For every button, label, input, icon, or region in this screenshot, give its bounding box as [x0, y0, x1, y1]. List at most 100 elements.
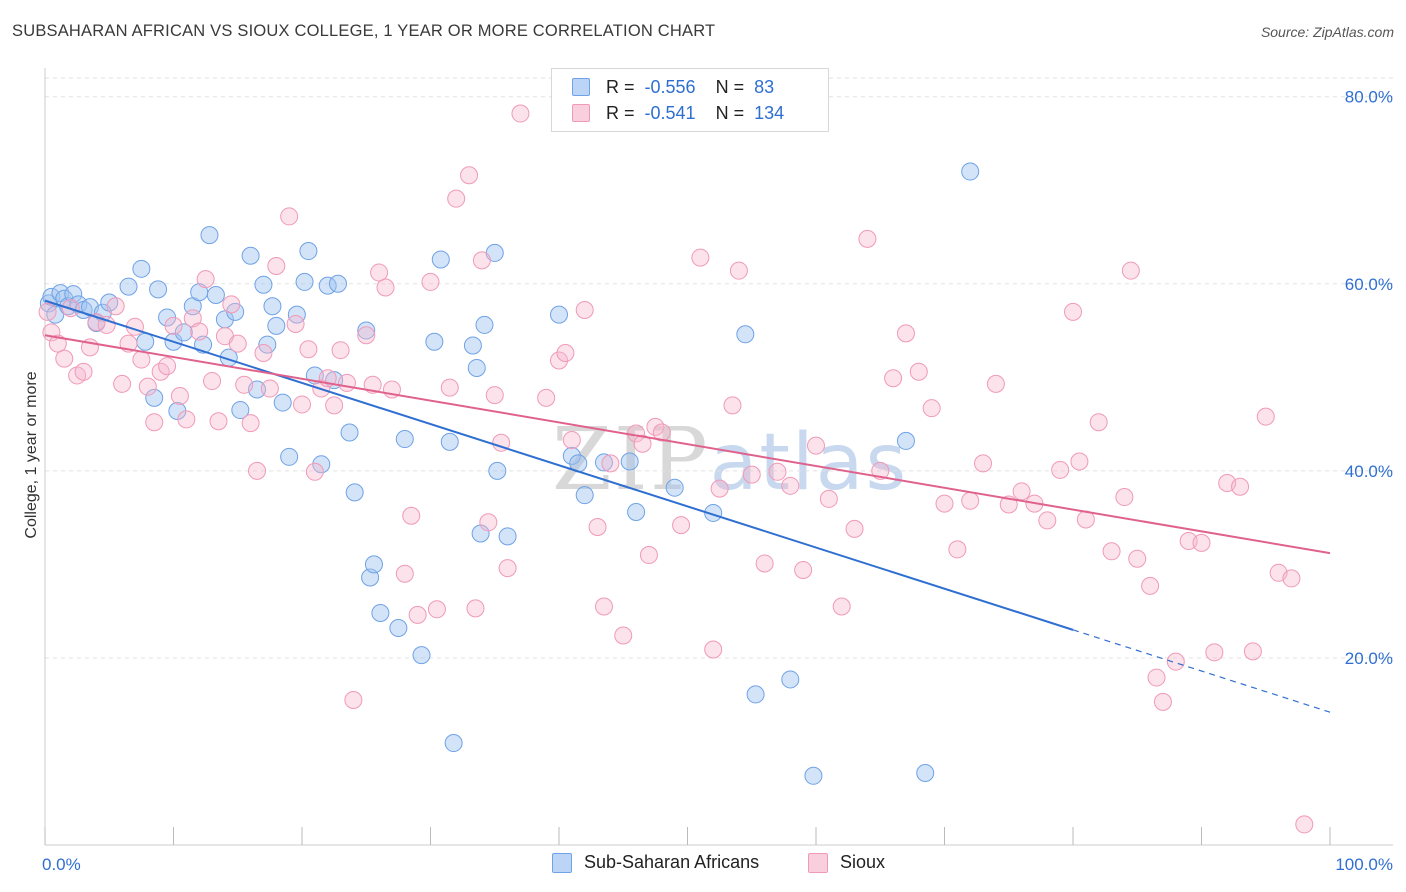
point-sioux: [305, 462, 324, 481]
point-subsaharan: [896, 431, 915, 450]
point-sioux: [537, 388, 556, 407]
point-sioux: [325, 396, 344, 415]
point-subsaharan: [258, 335, 277, 354]
point-subsaharan: [231, 401, 250, 420]
legend-r-label: R =: [606, 102, 635, 123]
legend-swatch-sioux: [572, 104, 590, 122]
point-subsaharan: [312, 455, 331, 474]
point-sioux: [633, 434, 652, 453]
point-sioux: [832, 597, 851, 616]
point-subsaharan: [200, 226, 219, 245]
point-subsaharan: [425, 332, 444, 351]
y-tick-label: 80.0%: [1345, 88, 1393, 107]
point-sioux: [909, 362, 928, 381]
point-sioux: [376, 278, 395, 297]
point-sioux: [235, 375, 254, 394]
point-sioux: [248, 461, 267, 480]
point-sioux: [672, 516, 691, 535]
point-sioux: [1147, 668, 1166, 687]
point-sioux: [588, 517, 607, 536]
point-sioux: [1038, 511, 1057, 530]
point-subsaharan: [389, 618, 408, 637]
point-sioux: [1192, 533, 1211, 552]
point-sioux: [1128, 549, 1147, 568]
point-sioux: [819, 489, 838, 508]
point-sioux: [337, 373, 356, 392]
point-subsaharan: [241, 246, 260, 265]
y-tick-label: 60.0%: [1345, 275, 1393, 294]
point-subsaharan: [961, 162, 980, 181]
point-sioux: [1121, 261, 1140, 280]
x-tick-label-min: 0.0%: [42, 855, 81, 874]
point-sioux: [710, 479, 729, 498]
trend-extension-subsaharan: [1072, 629, 1331, 713]
point-subsaharan: [431, 250, 450, 269]
point-sioux: [113, 374, 132, 393]
point-sioux: [639, 546, 658, 565]
point-sioux: [267, 257, 286, 276]
point-subsaharan: [340, 423, 359, 442]
y-tick-label: 40.0%: [1345, 462, 1393, 481]
point-sioux: [145, 413, 164, 432]
point-sioux: [1153, 692, 1172, 711]
point-sioux: [511, 104, 530, 123]
point-sioux: [209, 412, 228, 431]
point-sioux: [228, 334, 247, 353]
series-legend-sioux: Sioux: [808, 852, 885, 873]
point-sioux: [1243, 642, 1262, 661]
point-subsaharan: [444, 734, 463, 753]
point-subsaharan: [328, 274, 347, 293]
point-sioux: [395, 564, 414, 583]
point-sioux: [472, 251, 491, 270]
legend-swatch-subsaharan: [572, 78, 590, 96]
point-subsaharan: [475, 315, 494, 334]
watermark-atlas: atlas: [709, 418, 909, 508]
point-subsaharan: [371, 604, 390, 623]
point-subsaharan: [254, 275, 273, 294]
point-subsaharan: [345, 483, 364, 502]
point-sioux: [1166, 652, 1185, 671]
point-subsaharan: [463, 336, 482, 355]
grid-lines: [45, 77, 1393, 659]
point-subsaharan: [149, 280, 168, 299]
series-label-subsaharan: Sub-Saharan Africans: [584, 852, 760, 872]
point-sioux: [286, 315, 305, 334]
point-sioux: [1295, 815, 1314, 834]
point-sioux: [421, 272, 440, 291]
point-subsaharan: [620, 452, 639, 471]
legend-row-sioux: R = -0.541 N = 134: [572, 101, 784, 125]
point-sioux: [460, 166, 479, 185]
point-sioux: [562, 430, 581, 449]
point-sioux: [986, 374, 1005, 393]
point-sioux: [1231, 477, 1250, 496]
series-label-sioux: Sioux: [840, 852, 886, 872]
series-legend: Sub-Saharan Africans Sioux: [0, 852, 1406, 876]
watermark: ZIPatlas: [552, 410, 908, 510]
point-sioux: [601, 454, 620, 473]
point-sioux: [408, 605, 427, 624]
point-sioux: [935, 494, 954, 513]
point-sioux: [961, 491, 980, 510]
point-sioux: [466, 599, 485, 618]
point-sioux: [794, 561, 813, 580]
point-subsaharan: [174, 323, 193, 342]
point-sioux: [768, 462, 787, 481]
correlation-legend: R = -0.556 N = 83 R = -0.541 N = 134: [551, 68, 829, 132]
point-sioux: [896, 324, 915, 343]
point-sioux: [138, 377, 157, 396]
point-sioux: [922, 399, 941, 418]
point-sioux: [691, 248, 710, 267]
point-sioux: [871, 461, 890, 480]
point-sioux: [729, 261, 748, 280]
point-subsaharan: [206, 286, 225, 305]
point-subsaharan: [299, 242, 318, 261]
point-sioux: [203, 372, 222, 391]
watermark-zip: ZIP: [552, 410, 710, 510]
chart-source: Source: ZipAtlas.com: [1260, 24, 1394, 40]
series-swatch-subsaharan: [552, 852, 572, 873]
point-sioux: [498, 559, 517, 578]
point-sioux: [222, 295, 241, 314]
series-swatch-sioux: [808, 852, 828, 873]
point-sioux: [357, 326, 376, 345]
